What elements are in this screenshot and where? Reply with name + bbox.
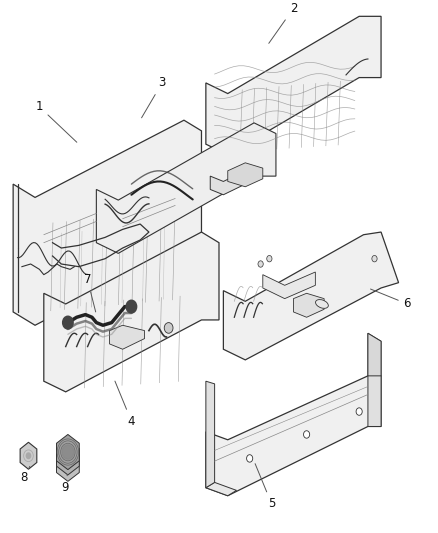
- Polygon shape: [57, 440, 79, 475]
- Text: 8: 8: [21, 466, 30, 483]
- Polygon shape: [57, 446, 79, 481]
- Polygon shape: [206, 376, 381, 496]
- Polygon shape: [96, 123, 276, 253]
- Text: 4: 4: [115, 381, 135, 427]
- Polygon shape: [368, 333, 381, 426]
- Circle shape: [304, 431, 310, 438]
- Text: 9: 9: [61, 474, 69, 494]
- Text: 1: 1: [35, 100, 77, 142]
- Text: 7: 7: [84, 273, 95, 312]
- Circle shape: [372, 255, 377, 262]
- Text: 5: 5: [255, 464, 275, 510]
- Polygon shape: [206, 381, 215, 488]
- Circle shape: [63, 316, 73, 329]
- Polygon shape: [20, 442, 37, 469]
- Circle shape: [62, 445, 74, 459]
- Circle shape: [356, 408, 362, 415]
- Polygon shape: [206, 17, 381, 155]
- Polygon shape: [44, 232, 219, 392]
- Text: 6: 6: [371, 289, 411, 310]
- Polygon shape: [57, 434, 79, 470]
- Circle shape: [164, 322, 173, 333]
- Circle shape: [25, 452, 32, 459]
- Circle shape: [258, 261, 263, 267]
- Polygon shape: [210, 171, 254, 195]
- Polygon shape: [263, 272, 315, 298]
- Polygon shape: [223, 232, 399, 360]
- Polygon shape: [110, 325, 145, 349]
- Polygon shape: [293, 293, 324, 317]
- Circle shape: [267, 255, 272, 262]
- Polygon shape: [368, 333, 381, 376]
- Polygon shape: [228, 163, 263, 187]
- Circle shape: [247, 455, 253, 462]
- Ellipse shape: [315, 300, 328, 308]
- Text: 2: 2: [269, 2, 297, 43]
- Polygon shape: [13, 120, 201, 325]
- Polygon shape: [206, 482, 237, 496]
- Circle shape: [126, 300, 137, 313]
- Text: 3: 3: [141, 76, 166, 118]
